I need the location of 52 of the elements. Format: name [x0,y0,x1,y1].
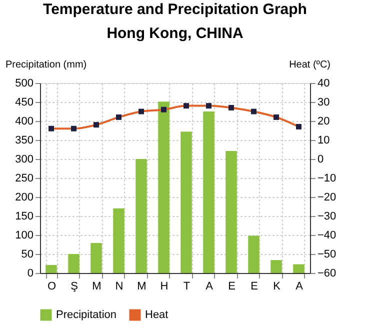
y-tick-label: 0 [27,268,34,280]
y2-tick-label: 20 [318,116,330,128]
y2-tick-label: −40 [318,230,336,242]
bar [270,260,282,273]
y2-tick-label: 40 [318,78,330,90]
y2-tick-label: −20 [318,192,336,204]
bar [203,112,214,273]
bar [136,159,147,273]
y-tick-label: 350 [15,134,34,146]
y-tick-label: 500 [15,78,34,90]
y-tick-label: 300 [15,154,34,166]
x-tick-label: Ş [70,280,78,292]
x-tick-label: A [296,280,304,292]
text: Hong Kong, CHINA [106,25,244,42]
bar [158,102,170,273]
bar [293,264,304,273]
bar [90,242,102,273]
y2-tick-label: −60 [318,268,336,280]
y2-tick-label: −50 [318,248,336,260]
x-tick-label: E [228,280,236,292]
y-tick-label: 250 [15,172,34,184]
legend-label: Heat [145,309,168,321]
text: Temperature and Precipitation Graph [43,1,307,18]
y-tick-label: 200 [15,192,34,204]
y2-tick-label: −10 [318,172,336,184]
y2-tick-label: 10 [318,134,330,146]
bar [226,151,237,273]
y2-tick-label: −30 [318,210,336,222]
y-axis-title: Precipitation (mm) [6,60,87,70]
x-tick-label: A [206,280,214,292]
bar [180,132,192,273]
x-tick-label: M [137,280,146,292]
y-tick-label: 450 [15,96,34,108]
y2-axis-title: Heat (ºC) [289,60,330,70]
y-tick-label: 150 [15,210,34,222]
bar [46,265,57,273]
x-tick-label: E [250,280,258,292]
x-tick-label: O [47,280,56,292]
x-tick-label: N [115,280,124,292]
x-tick-label: T [183,280,190,292]
y-tick-label: 100 [15,230,34,242]
bar [248,236,260,273]
y-tick-label: 400 [15,116,34,128]
bar [113,208,124,273]
x-tick-label: K [273,280,282,292]
x-tick-label: H [160,280,168,292]
x-tick-label: M [92,280,102,292]
bar [68,254,80,273]
y2-tick-label: 0 [318,154,324,166]
y2-tick-label: 30 [318,96,330,108]
legend-label: Precipitation [56,309,117,321]
y-tick-label: 50 [21,248,34,260]
